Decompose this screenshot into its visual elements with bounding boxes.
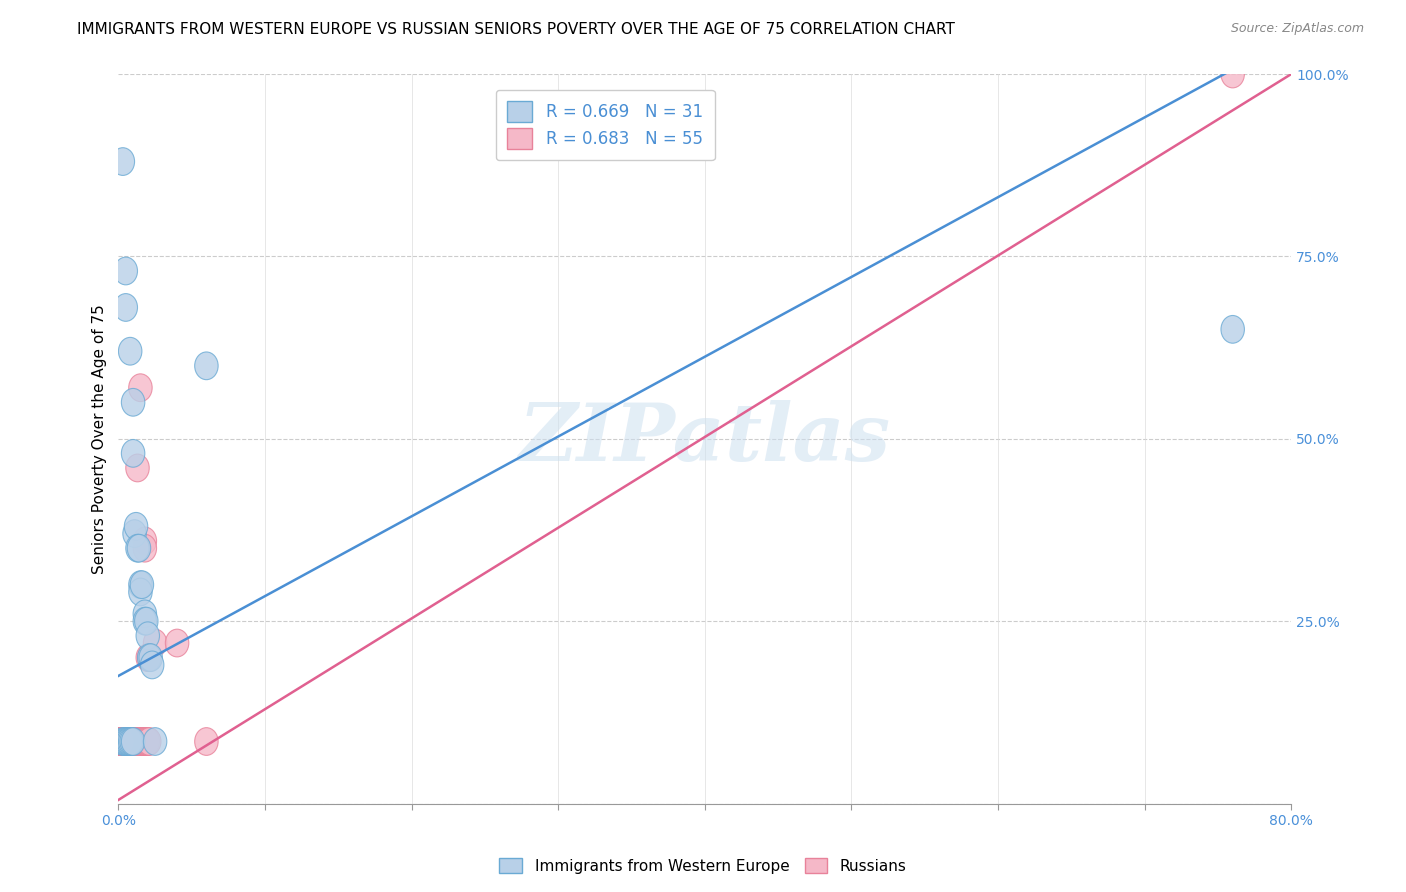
Ellipse shape	[114, 728, 138, 756]
Ellipse shape	[121, 728, 145, 756]
Ellipse shape	[127, 534, 150, 562]
Ellipse shape	[110, 728, 134, 756]
Ellipse shape	[120, 728, 143, 756]
Ellipse shape	[108, 728, 132, 756]
Ellipse shape	[114, 728, 138, 756]
Ellipse shape	[125, 454, 149, 482]
Ellipse shape	[111, 728, 135, 756]
Ellipse shape	[122, 520, 146, 548]
Ellipse shape	[110, 728, 134, 756]
Ellipse shape	[117, 728, 141, 756]
Ellipse shape	[143, 629, 167, 657]
Ellipse shape	[125, 728, 149, 756]
Ellipse shape	[134, 728, 156, 756]
Ellipse shape	[194, 352, 218, 380]
Text: ZIPatlas: ZIPatlas	[519, 400, 891, 477]
Ellipse shape	[112, 728, 136, 756]
Ellipse shape	[121, 388, 145, 417]
Ellipse shape	[136, 644, 159, 672]
Ellipse shape	[129, 728, 152, 756]
Ellipse shape	[122, 728, 146, 756]
Ellipse shape	[111, 148, 135, 176]
Ellipse shape	[114, 728, 138, 756]
Ellipse shape	[115, 728, 139, 756]
Ellipse shape	[141, 651, 165, 679]
Ellipse shape	[134, 607, 156, 635]
Ellipse shape	[135, 728, 157, 756]
Ellipse shape	[117, 728, 141, 756]
Ellipse shape	[127, 728, 150, 756]
Ellipse shape	[114, 293, 138, 321]
Ellipse shape	[120, 728, 143, 756]
Ellipse shape	[132, 728, 155, 756]
Ellipse shape	[110, 728, 134, 756]
Ellipse shape	[125, 728, 149, 756]
Ellipse shape	[134, 534, 156, 562]
Ellipse shape	[138, 644, 160, 672]
Ellipse shape	[108, 728, 132, 756]
Ellipse shape	[111, 728, 135, 756]
Ellipse shape	[122, 728, 146, 756]
Legend: R = 0.669   N = 31, R = 0.683   N = 55: R = 0.669 N = 31, R = 0.683 N = 55	[496, 90, 714, 161]
Ellipse shape	[117, 728, 141, 756]
Ellipse shape	[115, 728, 139, 756]
Ellipse shape	[129, 728, 152, 756]
Ellipse shape	[139, 644, 163, 672]
Ellipse shape	[135, 607, 157, 635]
Text: Source: ZipAtlas.com: Source: ZipAtlas.com	[1230, 22, 1364, 36]
Ellipse shape	[1220, 316, 1244, 343]
Ellipse shape	[131, 571, 153, 599]
Ellipse shape	[136, 622, 159, 649]
Ellipse shape	[138, 728, 160, 756]
Ellipse shape	[124, 512, 148, 541]
Ellipse shape	[129, 374, 152, 401]
Ellipse shape	[131, 728, 153, 756]
Ellipse shape	[120, 728, 143, 756]
Ellipse shape	[118, 728, 142, 756]
Ellipse shape	[121, 728, 145, 756]
Ellipse shape	[121, 728, 145, 756]
Ellipse shape	[134, 527, 156, 555]
Ellipse shape	[111, 728, 135, 756]
Ellipse shape	[112, 728, 136, 756]
Ellipse shape	[129, 578, 152, 606]
Ellipse shape	[124, 728, 148, 756]
Ellipse shape	[118, 337, 142, 365]
Ellipse shape	[127, 728, 150, 756]
Ellipse shape	[121, 440, 145, 467]
Ellipse shape	[117, 728, 141, 756]
Ellipse shape	[134, 600, 156, 628]
Ellipse shape	[138, 644, 160, 672]
Ellipse shape	[121, 728, 145, 756]
Ellipse shape	[114, 728, 138, 756]
Ellipse shape	[136, 728, 159, 756]
Ellipse shape	[114, 257, 138, 285]
Ellipse shape	[108, 728, 132, 756]
Ellipse shape	[118, 728, 142, 756]
Legend: Immigrants from Western Europe, Russians: Immigrants from Western Europe, Russians	[494, 852, 912, 880]
Ellipse shape	[115, 728, 139, 756]
Ellipse shape	[124, 728, 148, 756]
Ellipse shape	[166, 629, 188, 657]
Ellipse shape	[118, 728, 142, 756]
Y-axis label: Seniors Poverty Over the Age of 75: Seniors Poverty Over the Age of 75	[93, 304, 107, 574]
Ellipse shape	[1220, 60, 1244, 88]
Text: IMMIGRANTS FROM WESTERN EUROPE VS RUSSIAN SENIORS POVERTY OVER THE AGE OF 75 COR: IMMIGRANTS FROM WESTERN EUROPE VS RUSSIA…	[77, 22, 955, 37]
Ellipse shape	[112, 728, 136, 756]
Ellipse shape	[115, 728, 139, 756]
Ellipse shape	[125, 534, 149, 562]
Ellipse shape	[112, 728, 136, 756]
Ellipse shape	[111, 728, 135, 756]
Ellipse shape	[194, 728, 218, 756]
Ellipse shape	[118, 728, 142, 756]
Ellipse shape	[129, 571, 152, 599]
Ellipse shape	[143, 728, 167, 756]
